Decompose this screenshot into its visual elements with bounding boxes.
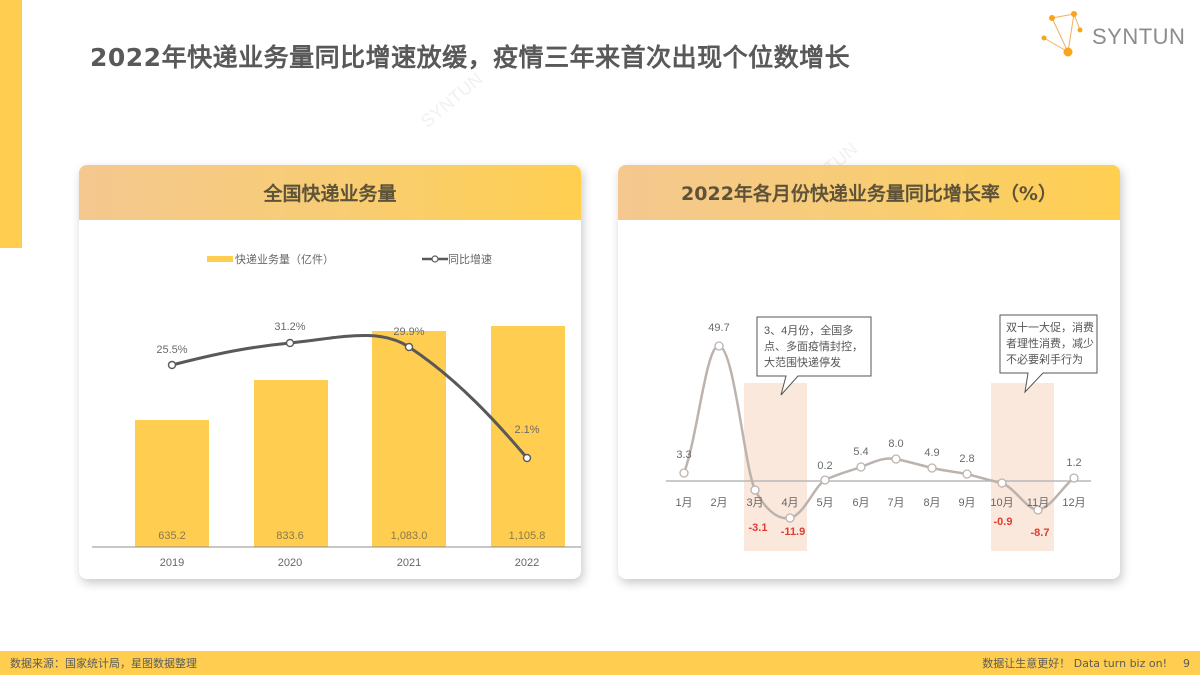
- svg-text:29.9%: 29.9%: [393, 326, 424, 338]
- svg-text:10月: 10月: [990, 497, 1013, 509]
- bar-swatch-icon: [207, 256, 233, 262]
- legend-bar-label: 快递业务量（亿件）: [235, 253, 334, 266]
- svg-text:者理性消费，减少: 者理性消费，减少: [1006, 336, 1094, 350]
- data-source: 数据来源：国家统计局，星图数据整理: [10, 657, 197, 670]
- highlight-band-oct-nov: [991, 383, 1054, 551]
- card-title: 2022年各月份快递业务量同比增长率（%）: [618, 165, 1120, 220]
- legend-bar: 快递业务量（亿件）: [207, 251, 334, 267]
- bar-2019: [135, 420, 209, 547]
- svg-text:31.2%: 31.2%: [274, 321, 305, 333]
- svg-text:-0.9: -0.9: [994, 516, 1013, 528]
- callout-oct-nov: 双十一大促，消费 者理性消费，减少 不必要剁手行为: [999, 314, 1098, 394]
- page-title: 2022年快递业务量同比增速放缓，疫情三年来首次出现个位数增长: [90, 43, 851, 72]
- svg-text:点、多面疫情封控，: 点、多面疫情封控，: [764, 339, 863, 353]
- svg-text:2020: 2020: [278, 557, 302, 569]
- svg-text:5.4: 5.4: [853, 446, 868, 458]
- svg-text:9月: 9月: [958, 497, 975, 509]
- svg-text:7月: 7月: [887, 497, 904, 509]
- svg-text:12月: 12月: [1062, 497, 1085, 509]
- bar-2022: [491, 326, 565, 547]
- watermark: SYNTUN: [416, 68, 487, 132]
- svg-text:-11.9: -11.9: [781, 526, 805, 538]
- callout-mar-apr: 3、4月份，全国多 点、多面疫情封控， 大范围快递停发: [756, 316, 872, 396]
- slogan: 数据让生意更好！ Data turn biz on!: [982, 657, 1167, 670]
- svg-text:8月: 8月: [923, 497, 940, 509]
- svg-text:4月: 4月: [781, 497, 798, 509]
- bar-2020: [254, 380, 328, 547]
- svg-text:大范围快递停发: 大范围快递停发: [764, 355, 841, 369]
- express-volume-card: 全国快递业务量 快递业务量（亿件） 同比增速 635.2 833.6 1,083…: [79, 165, 581, 579]
- svg-text:6月: 6月: [852, 497, 869, 509]
- bar-2021: [372, 331, 446, 547]
- syntun-logo: SYNTUN: [1040, 10, 1190, 60]
- svg-text:4.9: 4.9: [924, 447, 939, 459]
- svg-text:-8.7: -8.7: [1031, 527, 1050, 539]
- svg-text:2021: 2021: [397, 557, 421, 569]
- svg-text:-3.1: -3.1: [749, 522, 768, 534]
- svg-text:11月: 11月: [1027, 497, 1049, 509]
- svg-text:1月: 1月: [675, 497, 692, 509]
- left-accent-bar: [0, 0, 22, 248]
- svg-text:3.3: 3.3: [676, 449, 691, 461]
- svg-text:2.8: 2.8: [959, 453, 974, 465]
- svg-text:0.2: 0.2: [817, 460, 832, 472]
- network-logo-icon: [1041, 11, 1083, 57]
- svg-text:8.0: 8.0: [888, 438, 903, 450]
- bar-line-chart: 635.2 833.6 1,083.0 1,105.8 2019 2020 20…: [92, 321, 581, 569]
- monthly-growth-line-chart: 1月 2月 3月 4月 5月 6月 7月 8月 9月 10月 11月 12月 3…: [666, 314, 1098, 551]
- line-marker-swatch-icon: [422, 255, 448, 263]
- footer: 数据来源：国家统计局，星图数据整理 数据让生意更好！ Data turn biz…: [0, 651, 1200, 675]
- svg-text:3、4月份，全国多: 3、4月份，全国多: [764, 323, 853, 337]
- svg-text:49.7: 49.7: [708, 322, 729, 334]
- svg-text:2022: 2022: [515, 557, 539, 569]
- legend-line: 同比增速: [422, 251, 492, 267]
- svg-text:5月: 5月: [816, 497, 833, 509]
- logo-text: SYNTUN: [1092, 24, 1186, 49]
- svg-text:2.1%: 2.1%: [514, 424, 539, 436]
- svg-text:1.2: 1.2: [1066, 457, 1081, 469]
- svg-text:635.2: 635.2: [158, 530, 186, 542]
- svg-text:3月: 3月: [746, 497, 763, 509]
- svg-text:1,083.0: 1,083.0: [391, 530, 428, 542]
- page-number: 9: [1183, 656, 1190, 670]
- monthly-growth-card: 2022年各月份快递业务量同比增长率（%） 1月 2月 3月: [618, 165, 1120, 579]
- svg-text:1,105.8: 1,105.8: [509, 530, 546, 542]
- svg-text:25.5%: 25.5%: [156, 344, 187, 356]
- svg-text:双十一大促，消费: 双十一大促，消费: [1006, 320, 1094, 334]
- growth-line: [171, 333, 529, 459]
- svg-text:833.6: 833.6: [276, 530, 304, 542]
- svg-text:2月: 2月: [710, 497, 727, 509]
- svg-text:2019: 2019: [160, 557, 184, 569]
- highlight-band-mar-apr: [744, 383, 807, 551]
- svg-text:不必要剁手行为: 不必要剁手行为: [1006, 352, 1083, 366]
- card-title: 全国快递业务量: [79, 165, 581, 220]
- legend-line-label: 同比增速: [448, 253, 492, 266]
